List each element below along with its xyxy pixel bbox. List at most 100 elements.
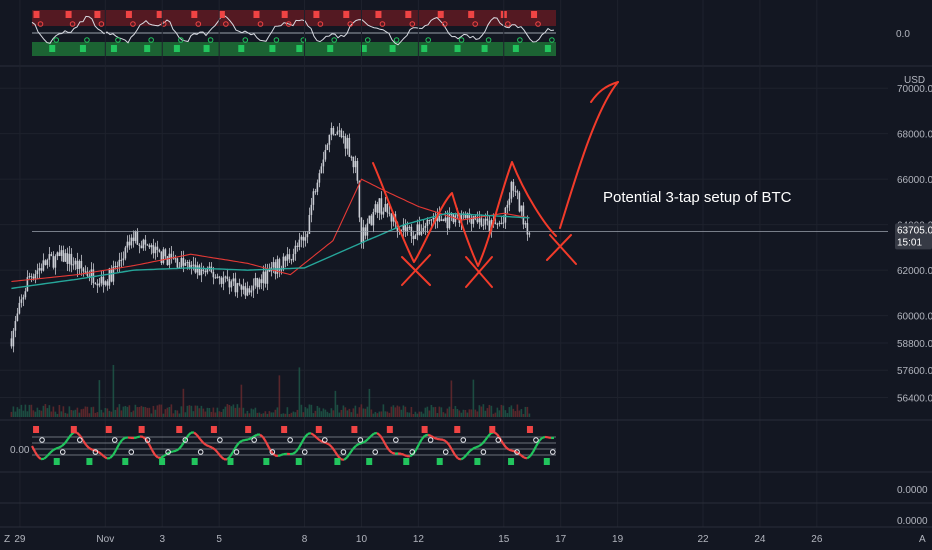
- bottom-peak-marker: [489, 426, 496, 433]
- volume-bar: [192, 411, 195, 417]
- volume-bar: [174, 410, 177, 417]
- volume-bar: [280, 413, 283, 417]
- projection-arrow-line: [559, 81, 619, 229]
- auto-scale-icon[interactable]: A: [919, 534, 926, 545]
- candle-body: [350, 156, 353, 158]
- candle-body: [324, 150, 327, 160]
- candle-body: [524, 223, 527, 225]
- candle-body: [158, 249, 161, 252]
- bottom-osc-segment: [109, 454, 114, 459]
- candle-body: [494, 222, 497, 225]
- tap-mark-2: [465, 256, 493, 288]
- volume-bar: [408, 412, 411, 417]
- candle-body: [200, 269, 203, 276]
- candle-body: [76, 260, 79, 270]
- top-dot-marker: [441, 21, 448, 27]
- volume-bar: [352, 408, 355, 417]
- top-peak-marker: [156, 11, 163, 18]
- volume-bar: [148, 407, 151, 417]
- bottom-osc-segment: [448, 444, 453, 451]
- top-dot-marker: [148, 37, 154, 43]
- candle-body: [320, 166, 323, 174]
- bottom-osc-segment: [247, 437, 252, 441]
- volume-bar: [340, 409, 343, 417]
- volume-bar: [528, 413, 531, 417]
- volume-bar: [374, 411, 377, 417]
- x-tick-label: 15: [498, 534, 510, 545]
- bottom-dot-marker: [92, 449, 99, 455]
- volume-bar: [322, 408, 325, 417]
- bottom-osc-segment: [133, 436, 138, 440]
- volume-bar: [42, 405, 45, 417]
- candle-body: [332, 127, 335, 135]
- bottom-osc-segment: [316, 437, 321, 442]
- volume-bar: [18, 408, 21, 417]
- bottom-dot-marker: [59, 449, 66, 455]
- volume-bar: [482, 404, 485, 417]
- volume-bar: [126, 406, 129, 417]
- top-trough-marker: [454, 45, 461, 52]
- bottom-dot-marker: [495, 437, 502, 443]
- volume-bar: [470, 409, 473, 417]
- volume-bar: [208, 407, 211, 417]
- candle-body: [74, 260, 77, 265]
- volume-bar: [82, 408, 85, 417]
- volume-bar: [152, 405, 155, 417]
- candle-body: [378, 198, 381, 213]
- bottom-osc-segment: [151, 449, 156, 456]
- candle-body: [256, 278, 259, 288]
- volume-bar: [86, 406, 89, 417]
- candle-body: [230, 281, 233, 288]
- lower-axis-label-1: 0.0000: [897, 485, 928, 496]
- candle-body: [316, 182, 319, 192]
- top-dot-marker: [130, 21, 136, 27]
- bottom-osc-segment: [337, 455, 342, 461]
- volume-bar: [154, 409, 157, 417]
- volume-bar: [26, 411, 29, 417]
- candle-body: [162, 249, 165, 263]
- volume-bar: [304, 407, 307, 417]
- bottom-dot-marker: [393, 437, 399, 443]
- candle-body: [154, 246, 157, 254]
- candle-body: [466, 213, 469, 218]
- bottom-osc-segment: [178, 444, 183, 450]
- y-tick-label: 70000.0: [897, 84, 932, 95]
- candle-body: [132, 237, 135, 242]
- bottom-osc-segment: [343, 456, 348, 461]
- candle-body: [342, 136, 345, 138]
- top-peak-marker: [281, 11, 288, 18]
- bottom-osc-segment: [361, 440, 366, 444]
- top-dot-marker: [535, 21, 541, 27]
- volume-bar: [144, 406, 147, 417]
- volume-bar: [526, 406, 529, 417]
- candle-body: [302, 236, 305, 241]
- candle-body: [238, 283, 241, 285]
- candle-body: [142, 239, 145, 249]
- top-dot-marker: [425, 37, 432, 43]
- bottom-peak-marker: [386, 426, 393, 433]
- candle-body: [274, 262, 277, 274]
- zoom-icon[interactable]: Z: [4, 534, 10, 545]
- bottom-peak-marker: [33, 426, 40, 433]
- volume-bar: [58, 404, 61, 417]
- candle-body: [508, 198, 511, 205]
- candle-body: [306, 233, 309, 238]
- volume-bar: [136, 407, 139, 417]
- volume-bar: [500, 404, 503, 417]
- candle-body: [244, 286, 247, 296]
- volume-bar: [244, 413, 247, 417]
- volume-bar: [54, 411, 57, 417]
- candle-body: [258, 279, 261, 288]
- bottom-osc-segment: [418, 438, 423, 445]
- bottom-dot-marker: [340, 449, 347, 455]
- bottom-osc-segment: [451, 449, 456, 456]
- bottom-osc-segment: [265, 441, 270, 449]
- bottom-osc-segment: [508, 448, 513, 452]
- bottom-dot-marker: [111, 437, 118, 443]
- candle-body: [304, 237, 307, 241]
- bottom-osc-segment: [472, 446, 477, 450]
- candle-body: [444, 217, 447, 221]
- candle-body: [246, 288, 249, 296]
- volume-bar: [236, 404, 239, 417]
